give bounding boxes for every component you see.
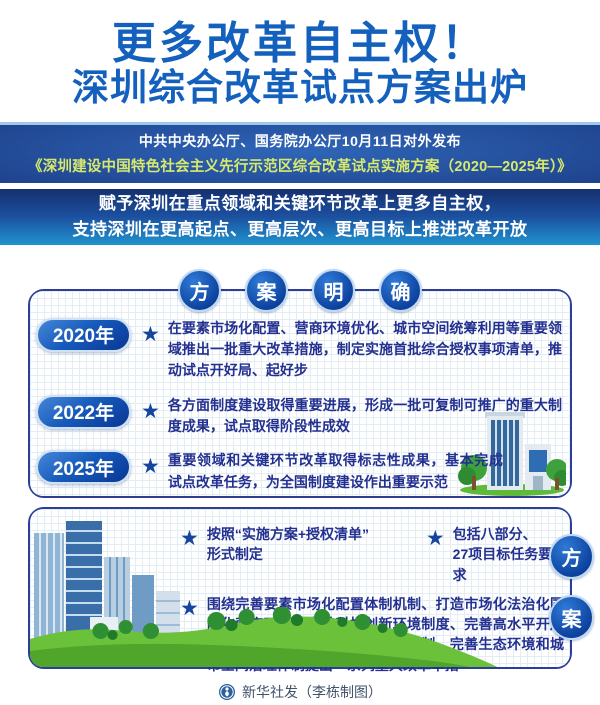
plan-goals-panel: 方 案 明 确 2020年 ★ 在要素市场化配置、营商环境优化、城市空间统筹利用…: [28, 268, 572, 498]
release-banner-line-1: 中共中央办公厅、国务院办公厅10月11日对外发布: [138, 133, 462, 150]
star-icon: ★: [141, 455, 160, 479]
summary-banner-line-1: 赋予深圳在重点领域和关键环节改革上更多自主权，: [98, 194, 502, 214]
detail-bullet-3-text: 围绕完善要素市场化配置体制机制、打造市场化法治化国际化营商环境、完善科技创新环境…: [206, 595, 564, 673]
star-icon: ★: [180, 596, 199, 620]
release-banner-line-2: 《深圳建设中国特色社会主义先行示范区综合改革试点实施方案（2020—2025年）…: [28, 159, 572, 176]
summary-banner: 赋予深圳在重点领域和关键环节改革上更多自主权， 支持深圳在更高起点、更高层次、更…: [0, 188, 600, 245]
year-badge-2025: 2025年: [36, 450, 131, 485]
plan-item-2020: 2020年 ★ 在要素市场化配置、营商环境优化、城市空间统筹利用等重要领域推出一…: [30, 317, 570, 382]
page-title: 更多改革自主权！ 深圳综合改革试点方案出炉: [0, 0, 600, 109]
plan-details-panel: 方 案 ★ 按照“实施方案+授权清单” 形式制定 ★ 包括八部分、 27项目标任…: [28, 506, 594, 673]
detail-bullet-1: ★ 按照“实施方案+授权清单” 形式制定: [180, 524, 412, 585]
detail-bullet-row: ★ 按照“实施方案+授权清单” 形式制定 ★ 包括八部分、 27项目标任务要求: [180, 524, 564, 585]
title-line-2: 深圳综合改革试点方案出炉: [72, 67, 528, 109]
detail-side-char-2: 案: [549, 594, 594, 640]
star-icon: ★: [425, 526, 445, 550]
star-icon: ★: [141, 399, 160, 423]
plan-header-char-1: 方: [178, 268, 221, 312]
star-icon: ★: [180, 526, 199, 550]
footer-credit-text: 新华社发（李栋制图）: [242, 683, 382, 700]
detail-side-char-1: 方: [549, 533, 594, 579]
year-badge-2022: 2022年: [36, 394, 131, 429]
plan-item-2020-text: 在要素市场化配置、营商环境优化、城市空间统筹利用等重要领域推出一批重大改革措施，…: [167, 319, 562, 379]
plan-item-2022-text: 各方面制度建设取得重要进展，形成一批可复制可推广的重大制度成果，试点取得阶段性成…: [167, 396, 562, 435]
title-line-1: 更多改革自主权！: [112, 19, 488, 68]
detail-bullet-1-text: 按照“实施方案+授权清单” 形式制定: [206, 525, 370, 563]
plan-header-char-3: 明: [312, 268, 355, 312]
plan-header: 方 案 明 确: [30, 268, 570, 312]
star-icon: ★: [141, 322, 160, 346]
plan-item-2025-text: 重要领域和关键环节改革取得标志性成果，基本完成试点改革任务，为全国制度建设作出重…: [167, 452, 503, 490]
plan-item-2025: 2025年 ★ 重要领域和关键环节改革取得标志性成果，基本完成试点改革任务，为全…: [30, 450, 570, 493]
detail-bullet-3: ★ 围绕完善要素市场化配置体制机制、打造市场化法治化国际化营商环境、完善科技创新…: [180, 594, 564, 675]
plan-item-2022: 2022年 ★ 各方面制度建设取得重要进展，形成一批可复制可推广的重大制度成果，…: [30, 394, 570, 438]
xinhua-logo-icon: [219, 683, 235, 700]
detail-bullet-2: ★ 包括八部分、 27项目标任务要求: [426, 524, 564, 585]
footer-credit: 新华社发（李栋制图）: [0, 682, 600, 702]
detail-bullet-2-text: 包括八部分、 27项目标任务要求: [452, 525, 553, 583]
release-banner: 中共中央办公厅、国务院办公厅10月11日对外发布 《深圳建设中国特色社会主义先行…: [0, 121, 600, 183]
summary-banner-line-2: 支持深圳在更高起点、更高层次、更高目标上推进改革开放: [72, 219, 528, 239]
year-badge-2020: 2020年: [36, 317, 131, 352]
plan-header-char-4: 确: [379, 268, 422, 312]
plan-header-char-2: 案: [245, 268, 288, 312]
